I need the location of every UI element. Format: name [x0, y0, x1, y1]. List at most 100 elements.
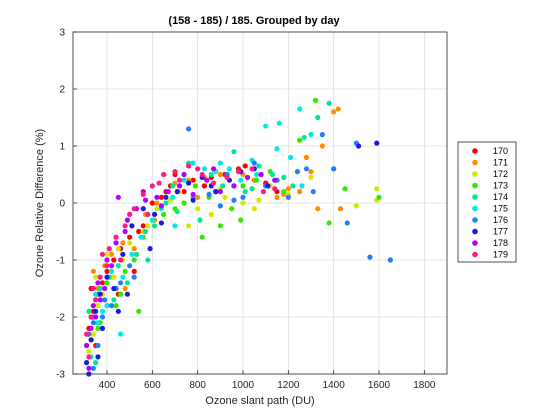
data-point-172 [186, 223, 192, 229]
data-point-174 [97, 285, 103, 292]
data-point-178 [102, 285, 108, 292]
data-point-179 [149, 183, 155, 189]
data-point-177 [158, 220, 164, 226]
data-point-175 [190, 160, 196, 166]
legend-label-179: 179 [493, 250, 508, 260]
data-point-173 [122, 268, 128, 274]
data-point-179 [176, 177, 183, 183]
data-point-174 [174, 208, 180, 215]
data-point-172 [222, 194, 228, 200]
data-point-178 [204, 177, 210, 183]
data-point-175 [95, 320, 101, 326]
x-tick-label: 800 [189, 380, 206, 391]
data-point-176 [294, 169, 300, 175]
data-point-178 [181, 171, 187, 178]
data-point-179 [260, 189, 266, 195]
data-point-175 [238, 177, 244, 183]
data-point-176 [285, 194, 291, 200]
data-point-178 [142, 197, 149, 203]
data-point-178 [258, 171, 264, 178]
data-point-174 [111, 297, 117, 303]
data-point-176 [331, 166, 337, 172]
data-point-171 [337, 206, 344, 212]
data-point-174 [249, 186, 255, 192]
data-point-175 [181, 177, 187, 183]
data-point-172 [195, 206, 201, 212]
data-point-175 [149, 217, 155, 223]
data-point-178 [124, 217, 130, 223]
data-point-172 [308, 174, 314, 180]
data-point-171 [319, 143, 325, 149]
data-point-178 [88, 325, 94, 331]
data-point-174 [315, 114, 321, 121]
data-point-174 [86, 308, 92, 314]
data-point-174 [256, 163, 262, 169]
data-point-174 [290, 183, 296, 189]
legend-marker-174 [472, 194, 478, 200]
data-point-176 [367, 254, 373, 260]
data-point-178 [84, 342, 90, 349]
data-point-177 [140, 206, 146, 212]
data-point-172 [256, 197, 262, 203]
data-point-176 [240, 194, 246, 200]
y-tick-label: -3 [56, 370, 65, 381]
data-point-172 [154, 206, 160, 212]
data-point-172 [111, 274, 117, 280]
data-point-177 [190, 197, 196, 203]
data-point-179 [156, 180, 162, 186]
x-tick-label: 600 [144, 380, 161, 391]
data-point-171 [308, 169, 314, 175]
data-point-175 [170, 194, 176, 200]
data-point-174 [231, 149, 237, 155]
y-tick-label: -1 [56, 256, 65, 267]
data-point-171 [315, 206, 321, 212]
data-point-171 [108, 251, 115, 257]
data-point-179 [106, 246, 112, 252]
data-point-171 [131, 246, 137, 252]
data-point-172 [240, 200, 246, 206]
legend-marker-178 [472, 240, 478, 246]
data-point-175 [299, 183, 305, 189]
data-point-170 [158, 194, 164, 200]
data-point-176 [95, 342, 101, 349]
data-point-175 [172, 223, 178, 229]
y-tick-label: 1 [59, 142, 65, 153]
data-point-173 [118, 291, 124, 297]
data-point-174 [115, 263, 121, 269]
data-point-174 [124, 280, 130, 286]
data-point-175 [99, 308, 106, 314]
data-point-179 [88, 314, 94, 320]
data-point-177 [213, 189, 219, 195]
data-point-176 [90, 320, 96, 326]
data-point-178 [176, 183, 183, 189]
data-point-172 [145, 223, 151, 229]
data-point-178 [190, 191, 196, 198]
data-point-176 [90, 365, 96, 371]
x-tick-label: 1600 [368, 380, 391, 391]
data-point-179 [84, 331, 90, 337]
data-point-175 [276, 120, 282, 126]
data-point-179 [122, 223, 128, 229]
data-point-174 [220, 183, 226, 189]
data-point-178 [90, 303, 96, 309]
data-point-173 [113, 303, 119, 309]
data-point-170 [104, 268, 110, 274]
data-point-177 [186, 180, 192, 186]
data-point-176 [251, 160, 257, 166]
data-point-174 [142, 228, 149, 235]
x-tick-label: 1000 [232, 380, 255, 391]
data-point-177 [129, 223, 135, 229]
y-tick-label: -2 [56, 313, 65, 324]
data-point-177 [120, 251, 126, 257]
data-point-174 [93, 360, 99, 366]
x-axis-label: Ozone slant path (DU) [205, 395, 314, 407]
data-point-175 [263, 123, 269, 129]
x-tick-label: 1200 [277, 380, 300, 391]
y-tick-label: 3 [59, 28, 65, 39]
data-point-173 [181, 200, 187, 206]
data-point-174 [208, 171, 214, 178]
data-point-176 [231, 197, 237, 203]
chart-title: (158 - 185) / 185. Grouped by day [168, 15, 340, 27]
data-point-173 [254, 177, 260, 183]
